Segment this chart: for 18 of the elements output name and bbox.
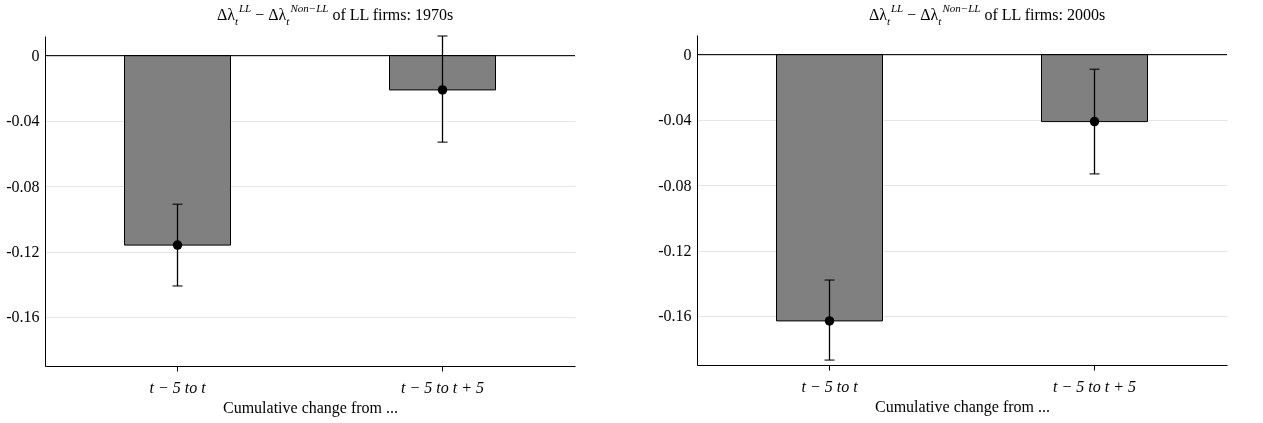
x-tick-label: t − 5 to t + 5 xyxy=(401,378,484,396)
y-tick-label: 0 xyxy=(31,47,40,65)
y-tick-label: -0.08 xyxy=(6,177,40,195)
y-tick-label: 0 xyxy=(683,46,692,64)
y-tick-label: -0.12 xyxy=(6,243,40,261)
chart-title: Δλ$_{t}$$^{LL}$ − Δλ$_{t}$$^{Non−LL}$ of LL firms: 1970s xyxy=(215,1,455,29)
y-tick-label: -0.12 xyxy=(658,242,692,260)
x-tick-label: t − 5 to t xyxy=(149,378,207,396)
y-tick-label: -0.16 xyxy=(658,307,692,325)
x-axis-title: Cumulative change from ... xyxy=(874,397,1051,416)
x-axis-title: Cumulative change from ... xyxy=(222,398,399,417)
x-tick-label: t − 5 to t xyxy=(801,377,859,395)
y-tick-label: -0.04 xyxy=(6,112,40,130)
y-tick-label: -0.04 xyxy=(658,111,692,129)
chart-title: Δλ$_{t}$$^{LL}$ − Δλ$_{t}$$^{Non−LL}$ of LL firms: 2000s xyxy=(867,1,1107,29)
y-tick-label: -0.16 xyxy=(6,308,40,326)
x-tick-label: t − 5 to t + 5 xyxy=(1053,377,1136,395)
y-tick-label: -0.08 xyxy=(658,176,692,194)
